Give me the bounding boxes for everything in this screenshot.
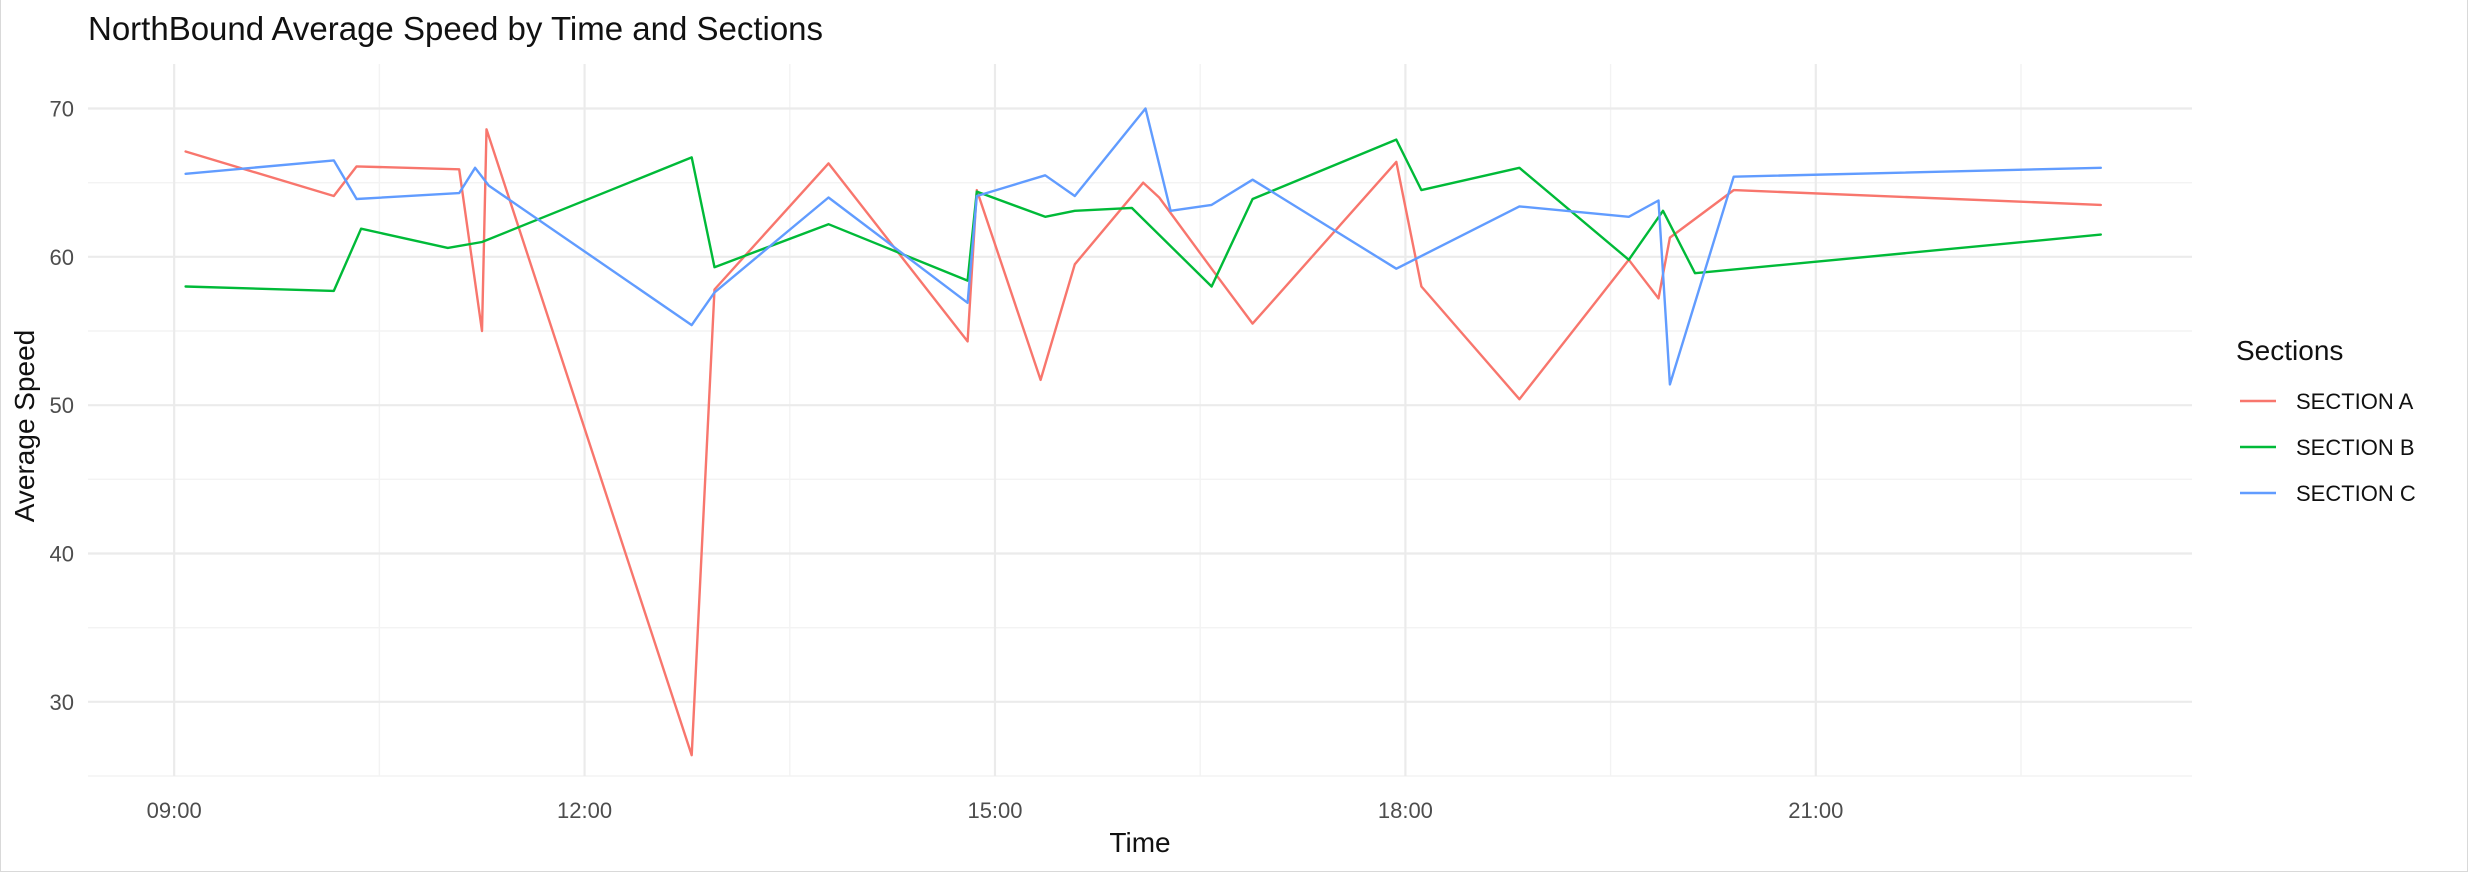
x-axis-ticks: 09:00 12:00 15:00 18:00 21:00 xyxy=(147,798,1844,823)
x-tick-label: 18:00 xyxy=(1378,798,1433,823)
series-line-section-c xyxy=(184,107,2103,386)
series-line-section-b xyxy=(184,138,2103,293)
x-tick-label: 09:00 xyxy=(147,798,202,823)
legend-label: SECTION B xyxy=(2296,435,2415,460)
y-tick-label: 60 xyxy=(50,245,74,270)
y-tick-label: 50 xyxy=(50,393,74,418)
y-axis-ticks: 30 40 50 60 70 xyxy=(50,97,74,715)
series-lines xyxy=(184,107,2103,757)
y-tick-label: 30 xyxy=(50,690,74,715)
legend-label: SECTION A xyxy=(2296,389,2414,414)
legend: Sections SECTION A SECTION B SECTION C xyxy=(2236,335,2416,506)
chart-title: NorthBound Average Speed by Time and Sec… xyxy=(88,10,823,47)
x-axis-title: Time xyxy=(1109,827,1170,858)
x-tick-label: 15:00 xyxy=(967,798,1022,823)
y-axis-title: Average Speed xyxy=(9,330,40,523)
legend-label: SECTION C xyxy=(2296,481,2416,506)
y-tick-label: 70 xyxy=(50,97,74,122)
series-line-section-a xyxy=(184,128,2103,757)
grid xyxy=(88,64,2192,777)
legend-title: Sections xyxy=(2236,335,2343,366)
x-tick-label: 21:00 xyxy=(1788,798,1843,823)
y-tick-label: 40 xyxy=(50,542,74,567)
x-tick-label: 12:00 xyxy=(557,798,612,823)
